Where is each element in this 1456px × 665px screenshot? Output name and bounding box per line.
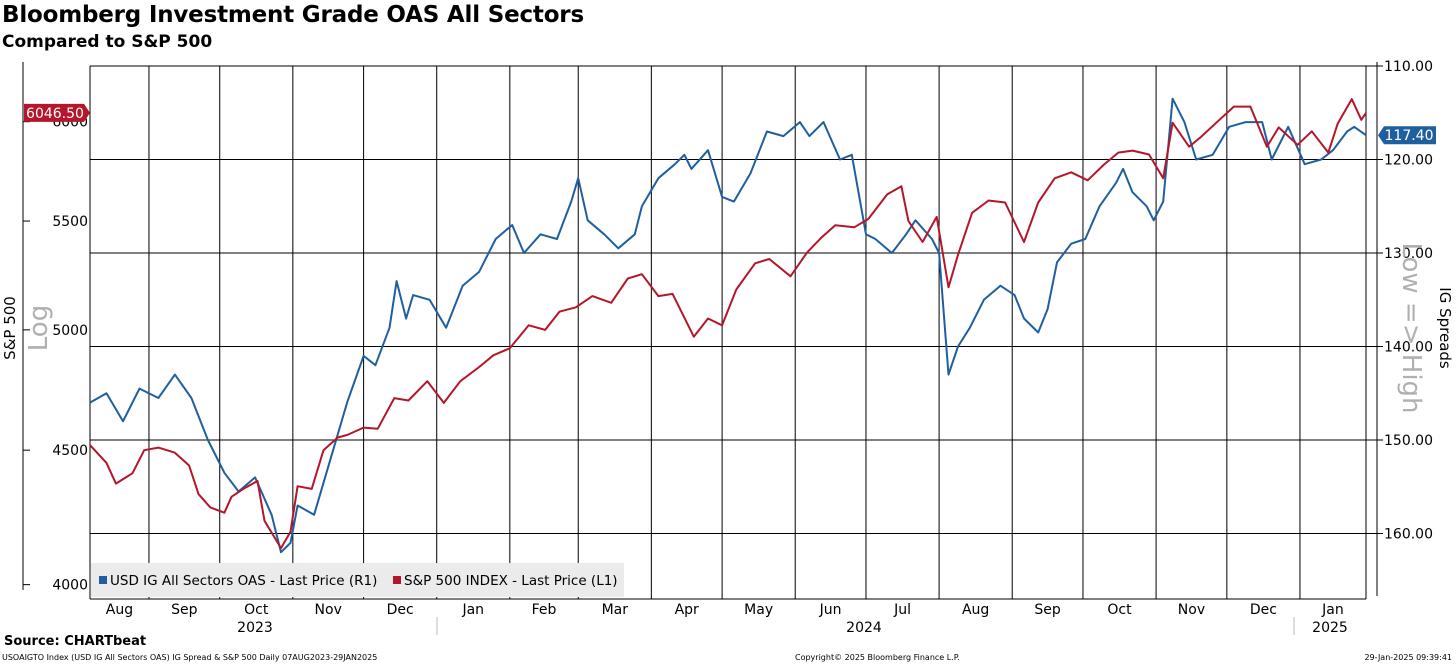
right-tick-label: 150.00 bbox=[1384, 433, 1433, 449]
chart-subtitle: Compared to S&P 500 bbox=[2, 32, 213, 52]
year-label: 2025 bbox=[1312, 620, 1348, 636]
legend: USD IG All Sectors OAS - Last Price (R1)… bbox=[91, 563, 624, 597]
month-label: Mar bbox=[602, 602, 629, 618]
left-tick-label: 4000 bbox=[52, 578, 88, 594]
spread-line bbox=[89, 97, 1367, 554]
spx-last-value: 6046.50 bbox=[26, 106, 84, 122]
footer-timestamp: 29-Jan-2025 09:39:41 bbox=[1364, 653, 1452, 662]
month-label: Nov bbox=[1178, 602, 1205, 618]
month-label: Aug bbox=[962, 602, 989, 618]
month-label: Oct bbox=[1107, 602, 1132, 618]
month-label: Sep bbox=[171, 602, 198, 618]
month-label: Apr bbox=[675, 602, 699, 618]
last-value-badges: 6046.50 117.40 bbox=[24, 103, 1436, 145]
year-label: 2023 bbox=[237, 620, 273, 636]
right-tick-label: 130.00 bbox=[1384, 246, 1433, 262]
month-label: Dec bbox=[387, 602, 414, 618]
footer-description: USOAIGTO Index (USD IG All Sectors OAS) … bbox=[2, 653, 378, 662]
right-tick-label: 120.00 bbox=[1384, 153, 1433, 169]
month-label: Aug bbox=[106, 602, 133, 618]
legend-label-spread: USD IG All Sectors OAS - Last Price (R1) bbox=[110, 573, 377, 589]
legend-label-spx: S&P 500 INDEX - Last Price (L1) bbox=[404, 573, 618, 589]
left-tick-label: 4500 bbox=[52, 443, 88, 459]
grid bbox=[89, 65, 1367, 600]
month-label: Jan bbox=[461, 602, 484, 618]
footer-copyright: Copyright© 2025 Bloomberg Finance L.P. bbox=[795, 653, 960, 662]
left-axis-title: S&P 500 bbox=[1, 296, 19, 360]
month-label: Dec bbox=[1250, 602, 1277, 618]
right-tick-label: 160.00 bbox=[1384, 527, 1433, 543]
legend-swatch-spx bbox=[393, 576, 401, 584]
month-label: Jul bbox=[893, 602, 911, 618]
right-tick-label: 110.00 bbox=[1384, 59, 1433, 75]
left-axis-note: Log bbox=[24, 305, 54, 351]
month-label: Jan bbox=[1321, 602, 1344, 618]
right-tick-label: 140.00 bbox=[1384, 340, 1433, 356]
month-label: Oct bbox=[244, 602, 269, 618]
right-axis: 110.00 120.00 130.00 140.00 150.00 160.00 IG S… bbox=[1366, 59, 1454, 596]
source-note: Source: CHARTbeat bbox=[4, 634, 147, 649]
spread-last-badge bbox=[1378, 126, 1436, 145]
month-label: Jun bbox=[819, 602, 842, 618]
month-label: May bbox=[744, 602, 773, 618]
series bbox=[89, 97, 1367, 554]
legend-swatch-spread bbox=[99, 576, 107, 584]
left-tick-label: 5500 bbox=[52, 214, 88, 230]
month-label: Sep bbox=[1034, 602, 1061, 618]
left-tick-label: 5000 bbox=[52, 323, 88, 339]
spx-last-badge bbox=[24, 103, 90, 122]
legend-box bbox=[91, 563, 624, 597]
month-label: Feb bbox=[532, 602, 557, 618]
x-axis: Aug Sep Oct Nov Dec Jan Feb Mar Apr May Jun Jul Aug S… bbox=[106, 602, 1348, 636]
right-axis-note: Low => High bbox=[1396, 242, 1426, 413]
month-label: Nov bbox=[315, 602, 342, 618]
spx-line bbox=[89, 98, 1367, 550]
year-label: 2024 bbox=[846, 620, 882, 636]
right-axis-title: IG Spreads bbox=[1436, 287, 1454, 369]
chart-title: Bloomberg Investment Grade OAS All Secto… bbox=[2, 2, 584, 28]
spread-last-value: 117.40 bbox=[1385, 128, 1434, 144]
